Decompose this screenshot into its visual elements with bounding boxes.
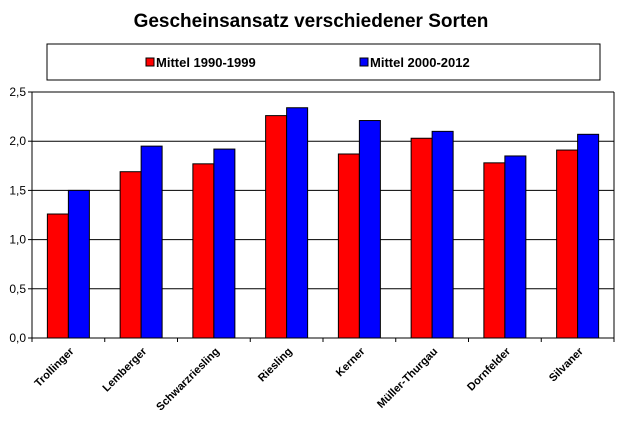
bar-lemberger [140,145,163,339]
gridlines [32,91,614,290]
bar-schwarzriesling [213,148,236,339]
x-tick-label: Dornfelder [465,345,513,393]
y-tick-label: 0,5 [9,282,26,296]
legend-swatch [145,57,155,67]
x-tick-label: Riesling [256,346,295,385]
bar-lemberger [119,171,142,339]
x-tick-label: Schwarzriesling [154,346,222,414]
bar-silvaner [577,133,600,339]
legend-swatch [359,57,369,67]
bar-müller-thurgau [410,137,433,339]
bar-trollinger [67,189,90,339]
chart-title: Gescheinsansatz verschiedener Sorten [134,11,489,32]
bar-riesling [286,107,309,339]
y-tick-label: 0,0 [9,331,26,345]
bar-riesling [265,115,288,339]
y-tick-label: 2,0 [9,134,26,148]
x-tick-label: Trollinger [33,345,77,389]
legend-label: Mittel 1990-1999 [156,55,256,70]
x-tick-label: Kerner [334,345,368,379]
bar-kerner [337,153,360,339]
bar-schwarzriesling [192,163,215,339]
bar-trollinger [46,213,69,339]
y-tick-label: 1,5 [9,183,26,197]
x-tick-label: Müller-Thurgau [375,346,440,411]
bar-kerner [358,120,381,339]
bar-silvaner [556,149,579,339]
x-tick-label: Lemberger [101,345,150,394]
bar-müller-thurgau [431,130,454,339]
y-tick-label: 1,0 [9,233,26,247]
bars [46,107,600,339]
legend-box [46,43,601,81]
legend: Mittel 1990-1999 Mittel 2000-2012 [46,43,601,81]
y-tick-label: 2,5 [9,85,26,99]
legend-label: Mittel 2000-2012 [370,55,470,70]
bar-dornfelder [504,155,527,339]
x-tick-label: Silvaner [547,345,586,384]
bar-dornfelder [483,162,506,339]
